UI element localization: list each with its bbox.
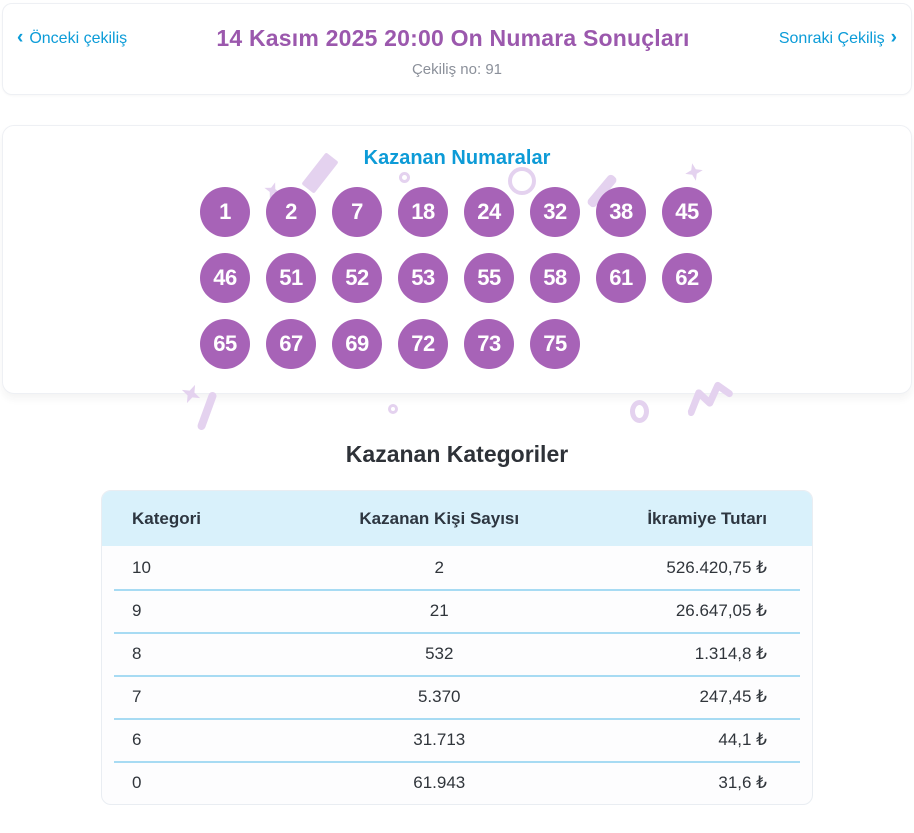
confetti-ring-icon	[630, 400, 649, 423]
prize-cell: 26.647,05 ₺	[675, 600, 767, 620]
confetti-slash-icon	[196, 390, 218, 432]
number-ball: 65	[200, 319, 250, 369]
column-header-winners: Kazanan Kişi Sayısı	[359, 508, 520, 528]
winners-cell: 532	[425, 643, 454, 663]
number-ball: 32	[530, 187, 580, 237]
number-ball: 2	[266, 187, 316, 237]
page-title: 14 Kasım 2025 20:00 On Numara Sonuçları	[216, 25, 690, 51]
number-ball: 1	[200, 187, 250, 237]
number-ball: 58	[530, 253, 580, 303]
category-cell: 0	[132, 772, 142, 792]
number-ball: 51	[266, 253, 316, 303]
column-header-prize: İkramiye Tutarı	[647, 508, 767, 528]
number-ball: 62	[662, 253, 712, 303]
winning-numbers-title: Kazanan Numaralar	[363, 147, 551, 169]
column-header-category: Kategori	[132, 508, 201, 528]
number-ball: 73	[464, 319, 514, 369]
number-ball: 18	[398, 187, 448, 237]
draw-number: Çekiliş no: 91	[411, 61, 503, 78]
number-ball: 7	[332, 187, 382, 237]
prize-cell: 44,1 ₺	[718, 729, 767, 749]
category-cell: 6	[132, 729, 142, 749]
next-draw-label: Sonraki Çekiliş	[778, 29, 885, 47]
previous-draw-link[interactable]: ‹ Önceki çekiliş	[17, 27, 128, 48]
categories-table-body: 10 2 526.420,75 ₺ 9 21 26.647,05 ₺ 8 532…	[102, 546, 812, 804]
number-ball: 45	[662, 187, 712, 237]
number-ball: 55	[464, 253, 514, 303]
number-ball: 46	[200, 253, 250, 303]
number-ball: 53	[398, 253, 448, 303]
categories-table-header: Kategori Kazanan Kişi Sayısı İkramiye Tu…	[102, 491, 812, 546]
number-ball: 52	[332, 253, 382, 303]
category-row: 8 532 1.314,8 ₺	[102, 632, 812, 675]
previous-draw-label: Önceki çekiliş	[29, 29, 128, 47]
next-draw-link[interactable]: Sonraki Çekiliş ›	[778, 27, 897, 48]
winning-numbers-card: Kazanan Numaralar 1 2 7 18 24 32 38 45 4…	[2, 125, 912, 394]
number-ball: 75	[530, 319, 580, 369]
winners-cell: 2	[434, 557, 444, 577]
category-row: 6 31.713 44,1 ₺	[102, 718, 812, 761]
prize-cell: 1.314,8 ₺	[694, 643, 767, 663]
category-cell: 10	[132, 557, 151, 577]
number-ball: 61	[596, 253, 646, 303]
category-row: 10 2 526.420,75 ₺	[102, 546, 812, 589]
number-ball: 72	[398, 319, 448, 369]
category-cell: 8	[132, 643, 142, 663]
confetti-small-ring-icon	[399, 172, 410, 183]
category-row: 7 5.370 247,45 ₺	[102, 675, 812, 718]
chevron-right-icon: ›	[890, 27, 897, 48]
confetti-small-ring-icon	[388, 404, 398, 414]
winners-cell: 5.370	[417, 686, 461, 706]
draw-header-card: ‹ Önceki çekiliş 14 Kasım 2025 20:00 On …	[2, 3, 912, 95]
number-ball: 38	[596, 187, 646, 237]
categories-table: Kategori Kazanan Kişi Sayısı İkramiye Tu…	[101, 490, 813, 805]
prize-cell: 247,45 ₺	[699, 686, 767, 706]
chevron-left-icon: ‹	[17, 27, 24, 48]
number-ball: 69	[332, 319, 382, 369]
winning-numbers-grid: 1 2 7 18 24 32 38 45 46 51 52 53	[200, 187, 714, 369]
number-ball: 67	[266, 319, 316, 369]
prize-cell: 31,6 ₺	[718, 772, 767, 792]
prize-cell: 526.420,75 ₺	[666, 557, 767, 577]
winners-cell: 61.943	[413, 772, 466, 792]
number-ball: 24	[464, 187, 514, 237]
category-cell: 9	[132, 600, 142, 620]
category-row: 9 21 26.647,05 ₺	[102, 589, 812, 632]
categories-title: Kazanan Kategoriler	[345, 441, 569, 467]
category-cell: 7	[132, 686, 142, 706]
draw-header-row: ‹ Önceki çekiliş 14 Kasım 2025 20:00 On …	[17, 25, 897, 52]
winners-cell: 31.713	[413, 729, 466, 749]
winners-cell: 21	[429, 600, 449, 620]
category-row: 0 61.943 31,6 ₺	[102, 761, 812, 804]
